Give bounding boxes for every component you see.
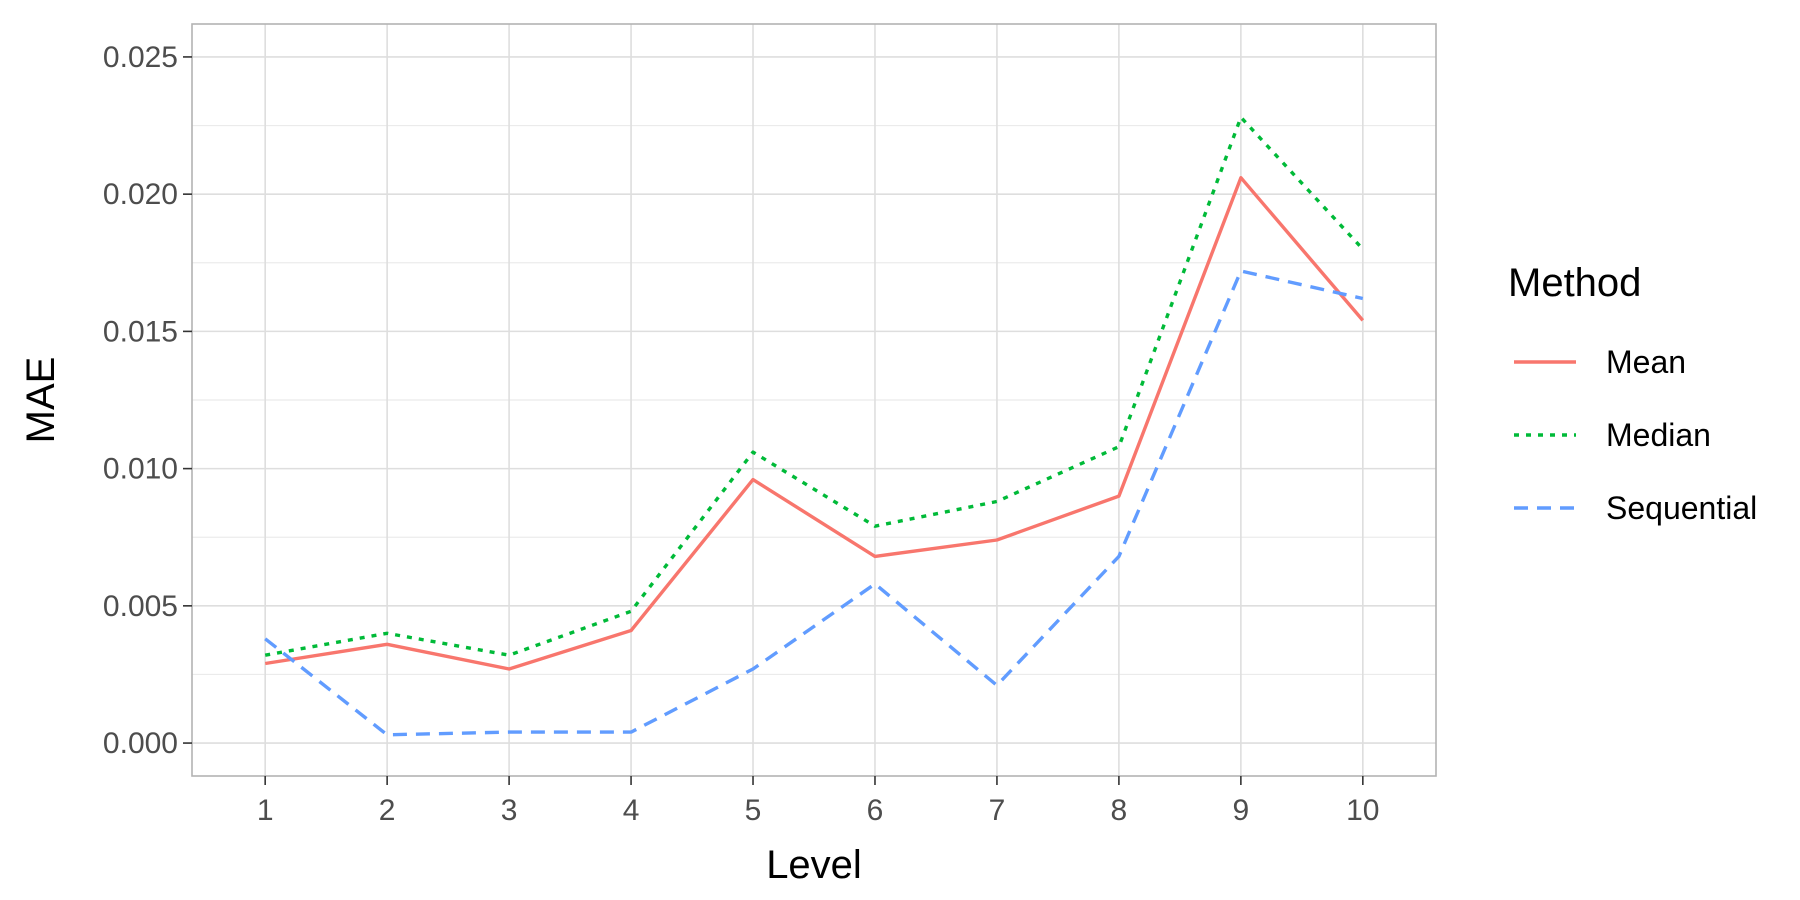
x-axis-title: Level xyxy=(766,843,862,887)
x-tick-label: 3 xyxy=(501,794,518,827)
x-tick-label: 4 xyxy=(623,794,640,827)
x-tick-label: 1 xyxy=(257,794,274,827)
series-lines xyxy=(264,115,1365,737)
legend-title: Method xyxy=(1508,261,1641,305)
x-tick-label: 9 xyxy=(1233,794,1250,827)
legend-label-median: Median xyxy=(1606,417,1711,453)
legend-label-sequential: Sequential xyxy=(1606,490,1757,526)
y-tick-label: 0.020 xyxy=(103,178,178,211)
y-axis-title: MAE xyxy=(19,357,63,444)
x-tick-label: 10 xyxy=(1346,794,1379,827)
x-tick-label: 8 xyxy=(1111,794,1128,827)
series-line-median xyxy=(264,115,1365,657)
x-tick-label: 2 xyxy=(379,794,396,827)
x-tick-label: 7 xyxy=(989,794,1006,827)
y-tick-label: 0.015 xyxy=(103,315,178,348)
x-tick-label: 5 xyxy=(745,794,762,827)
legend: Method Mean Median Sequential xyxy=(1508,261,1757,526)
legend-label-mean: Mean xyxy=(1606,344,1686,380)
series-line-mean xyxy=(264,175,1365,671)
series-line-sequential xyxy=(264,269,1364,737)
y-tick-label: 0.025 xyxy=(103,41,178,74)
x-tick-label: 6 xyxy=(867,794,884,827)
axes: 0.000 0.005 0.010 0.015 0.020 0.025 1 2 3 4 5 6 7 8 9 1… xyxy=(103,41,1380,827)
plot-panel-border xyxy=(191,23,1437,777)
y-tick-label: 0.010 xyxy=(103,453,178,486)
grid-lines xyxy=(192,24,1436,776)
legend-items: Mean Median Sequential xyxy=(1514,344,1757,526)
y-tick-label: 0.000 xyxy=(103,727,178,760)
y-tick-label: 0.005 xyxy=(103,590,178,623)
